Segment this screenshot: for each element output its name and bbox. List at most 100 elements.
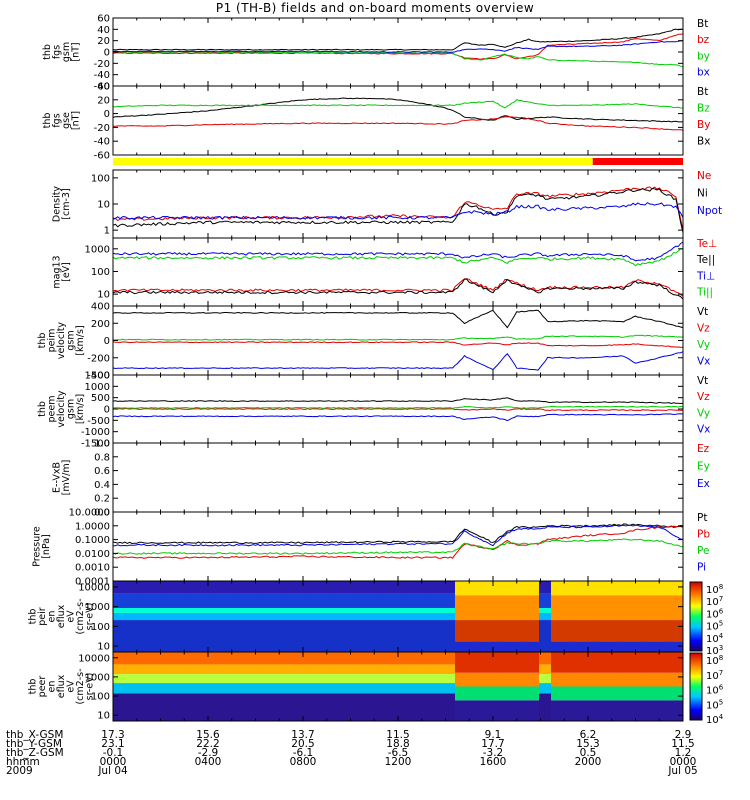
peer_spec-cell: [587, 700, 594, 721]
peer_spec-cell: [323, 652, 330, 665]
peer_spec-cell: [593, 700, 600, 721]
peir_spec-cell: [647, 620, 654, 642]
peer_spec-cell: [665, 686, 672, 701]
peir_spec-cell: [455, 595, 462, 621]
peir_spec-cell: [467, 581, 474, 596]
density-frame: [112, 169, 684, 239]
peer_spec-cell: [533, 672, 540, 687]
peir_spec-cell: [125, 620, 132, 652]
peir_spec-cell: [677, 641, 684, 652]
peer_spec-cell: [251, 683, 258, 694]
fgs_gsm-ylabel: [nT]: [70, 42, 81, 61]
peer_spec-cell: [293, 664, 300, 675]
peir_spec-cell: [305, 612, 312, 621]
peir_spec-ylabel: en: [47, 611, 58, 623]
peer_spec-cell: [167, 652, 174, 665]
peer_spec-cell: [335, 693, 342, 721]
peer_spec-cell: [491, 700, 498, 721]
peer_spec-cell: [155, 652, 162, 665]
peir_spec-cell: [209, 581, 216, 594]
peir_spec-cell: [341, 593, 348, 608]
colorbar-label-exp: 8: [719, 654, 723, 662]
peem_velocity-legend-item: Vx: [697, 424, 710, 436]
peer_spec-cell: [641, 652, 648, 673]
fgs_gse-ylabel: thb: [42, 113, 53, 129]
peer_spec-cell: [215, 664, 222, 675]
peer_spec-cell: [635, 700, 642, 721]
peer_spec-cell: [245, 664, 252, 675]
peer_spec-cell: [383, 674, 390, 684]
peer_spec-cell: [557, 652, 564, 673]
peer_spec-cell: [599, 700, 606, 721]
colorbar-label-exp: 7: [719, 595, 723, 603]
peer_spec-cell: [221, 674, 228, 684]
peir_spec-cell: [659, 595, 666, 621]
peir_spec-cell: [563, 620, 570, 642]
peir_spec-cell: [137, 620, 144, 652]
peir_spec-cell: [209, 593, 216, 608]
peir_spec-cell: [371, 612, 378, 621]
peir_spec-cell: [275, 593, 282, 608]
peer_spec-cell: [275, 664, 282, 675]
peir_spec-cell: [665, 641, 672, 652]
mode-bar-yellow: [113, 158, 593, 165]
peer_spec-cell: [539, 664, 546, 675]
peer_spec-cell: [437, 664, 444, 675]
peer_spec-cell: [383, 664, 390, 675]
peir_spec-cell: [371, 607, 378, 613]
peir_spec-cell: [479, 620, 486, 642]
peir_spec-cell: [317, 620, 324, 652]
peir_spec-cell: [539, 581, 546, 594]
peir_spec-cell: [317, 612, 324, 621]
peem_velocity-ytick-label: -500: [87, 416, 110, 427]
fgs_gse-legend-item: Bt: [697, 86, 708, 98]
peir_spec-cell: [413, 612, 420, 621]
peir_spec-cell: [335, 581, 342, 594]
peir_spec-cell: [281, 612, 288, 621]
peir_spec-cell: [377, 612, 384, 621]
fgs_gsm-legend-item: by: [697, 50, 710, 62]
peir_spec-cell: [221, 581, 228, 594]
peer_spec-ylabel: (cm2-s-: [75, 668, 86, 704]
peem_velocity-legend-item: Vz: [697, 391, 710, 403]
ephemeris-cell: -6.1: [293, 747, 314, 759]
peir_spec-cell: [545, 607, 552, 613]
colorbar-label-base: 10: [706, 686, 719, 697]
peir_spec-cell: [443, 593, 450, 608]
colorbar-label: 104: [706, 713, 724, 726]
efield-ytick-label: 0.0: [94, 508, 110, 519]
peir_spec-cell: [635, 581, 642, 596]
peir_spec-cell: [647, 595, 654, 621]
peer_spec-cell: [479, 686, 486, 701]
peir_spec-cell: [365, 612, 372, 621]
fgs_gse-ytick-label: -40: [94, 137, 110, 148]
peer_spec-cell: [449, 693, 456, 721]
peir_spec-cell: [677, 595, 684, 621]
peer_spec-cell: [269, 674, 276, 684]
peir_spec-cell: [485, 620, 492, 642]
peer_spec-cell: [557, 686, 564, 701]
peir_spec-cell: [383, 612, 390, 621]
peer_spec-cell: [131, 683, 138, 694]
peer_spec-cell: [251, 652, 258, 665]
peer_spec-cell: [275, 652, 282, 665]
peem_velocity-ylabel: [km/s]: [75, 394, 86, 424]
peir_spec-cell: [455, 581, 462, 596]
peer_spec-cell: [401, 683, 408, 694]
peer_spec-cell: [641, 672, 648, 687]
peer_spec-cell: [605, 672, 612, 687]
peer_spec-cell: [521, 686, 528, 701]
peir_spec-cell: [377, 581, 384, 594]
peer_spec-cell: [161, 664, 168, 675]
peer_spec-cell: [581, 686, 588, 701]
peir_spec-cell: [281, 607, 288, 613]
peir_spec-cell: [143, 593, 150, 608]
peer_spec-cell: [131, 652, 138, 665]
peer_spec-cell: [119, 693, 126, 721]
peir_spec-cell: [263, 612, 270, 621]
peer_spec-cell: [425, 652, 432, 665]
peir_spec-cell: [581, 620, 588, 642]
peer_spec-cell: [449, 674, 456, 684]
peer_spec-cell: [347, 674, 354, 684]
peir_spec-cell: [467, 620, 474, 642]
